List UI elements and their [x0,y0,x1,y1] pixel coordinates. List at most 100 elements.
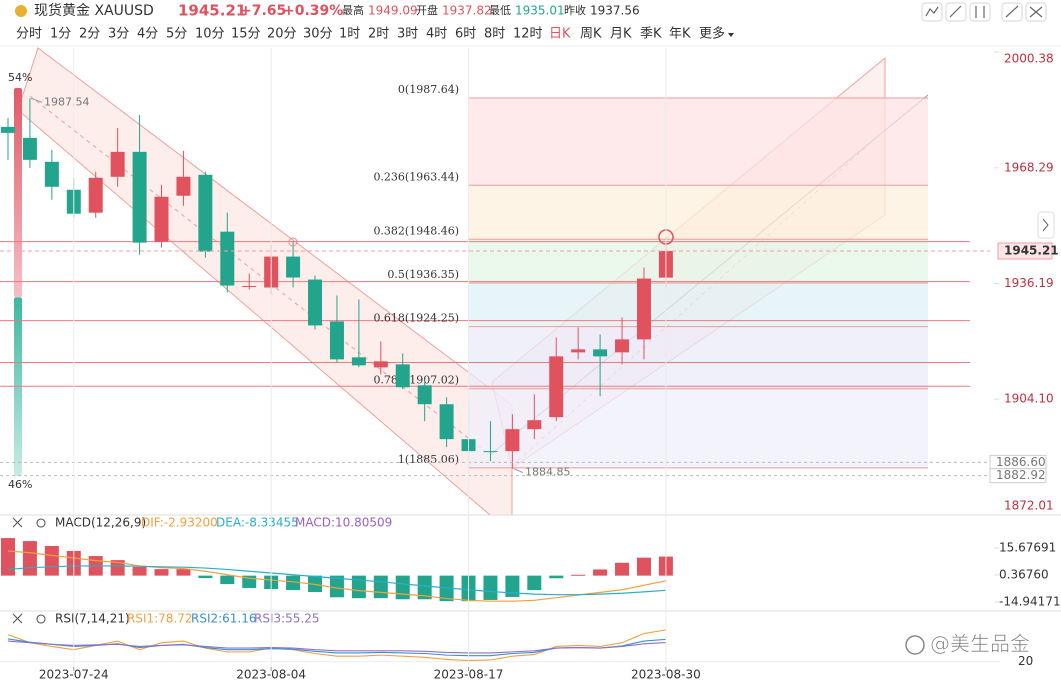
settings-icon[interactable] [36,518,46,528]
candle-body [483,451,498,453]
tool-button[interactable] [1001,2,1023,22]
timeframe-bar: 分时 1分 2分 3分 4分 5分 10分 15分 20分 30分 1时 2时 3时 4时 6时 8时 12时日… [16,26,734,42]
tool-button[interactable] [921,2,943,22]
macd-bar [593,569,608,576]
low-annotation: 1884.85 [525,466,571,479]
settings-icon[interactable] [36,614,46,624]
timeframe[interactable]: 日K [549,27,571,42]
x-tick-label: 2023-07-24 [39,668,109,682]
sentiment-long [14,88,22,298]
macd-bar [22,541,37,576]
timeframe[interactable]: 周K [580,27,602,42]
timeframe[interactable]: 4时 [426,27,447,42]
candle-body [395,364,410,388]
macd-bar [505,575,520,597]
timeframe[interactable]: 3分 [108,27,129,42]
y-tick-label: 1936.19 [1004,276,1054,290]
high-annotation: 1987.54 [44,95,90,108]
fib-zone [469,388,928,468]
tool-icon [1029,6,1043,18]
close-icon[interactable] [12,613,23,624]
annotation-leader [513,468,524,474]
timeframe[interactable]: 1时 [339,27,360,42]
tool-button[interactable] [969,2,991,22]
rsi-panel: RSI(7,14,21)RSI1:78.72RSI2:61.16RSI3:55.… [0,612,1033,668]
candle-body [308,279,323,326]
fib-zone [469,282,928,327]
change: +7.65 [240,3,286,19]
symbol: 现货黄金 XAUUSD [34,2,154,19]
macd-bar [176,569,191,576]
panel-title: RSI(7,14,21) [55,612,130,626]
timeframe[interactable]: 10分 [195,27,225,42]
timeframe[interactable]: 分时 [16,27,42,42]
fib-label: 0.236(1963.44) [373,170,459,183]
candle-body [439,404,454,440]
macd-bar [417,575,432,600]
timeframe[interactable]: 季K [640,27,662,42]
rsi-line [7,640,666,654]
expand-button[interactable] [1037,211,1055,239]
candle-body [154,196,169,242]
fib-label: 0.5(1936.35) [387,268,459,281]
prev-label: 昨收 [564,3,586,17]
indicator-label: DIF:-2.93200 [141,516,218,530]
y-tick-label: 0.36760 [999,567,1049,581]
candle-body [198,174,213,252]
timeframe[interactable]: 5分 [166,27,187,42]
tool-icon [949,5,962,18]
fib-label: 1(1885.06) [398,453,459,466]
timeframe[interactable]: 更多 [699,26,725,42]
price: 1945.21 [178,2,246,20]
macd-bar [549,575,564,579]
macd-bar [527,575,542,591]
price-marker-box [989,468,1047,484]
x-tick-label: 2023-08-04 [236,668,306,682]
tool-button[interactable] [1025,2,1047,22]
candle-body [351,357,366,366]
x-tick-label: 2023-08-30 [631,668,701,682]
timeframe[interactable]: 12时 [513,27,543,42]
macd-bar [110,560,125,576]
candle-body [44,161,59,187]
timeframe[interactable]: 年K [669,27,691,42]
fib-zone [469,97,928,186]
timeframe[interactable]: 1分 [50,27,71,42]
x-tick-label: 2023-08-17 [434,668,504,682]
timeframe[interactable]: 3时 [397,27,418,42]
sentiment-short [14,297,22,476]
candle-body [88,177,103,213]
timeframe[interactable]: 8时 [484,27,505,42]
candle-body [615,339,630,353]
candle-body [527,420,542,430]
macd-bar [636,557,651,576]
tool-button[interactable] [945,2,967,22]
timeframe[interactable]: 2时 [368,27,389,42]
current-price-box [997,242,1053,260]
timeframe[interactable]: 4分 [137,27,158,42]
candle-body [571,349,586,353]
timeframe[interactable]: 15分 [231,27,261,42]
candle-body [220,231,235,286]
y-tick-label: 20 [1018,654,1033,668]
dropdown-arrow [728,33,734,37]
sentiment-label: 54% [8,71,32,84]
close-icon[interactable] [12,517,23,528]
fib-label: 0.382(1948.46) [373,224,459,237]
price-chart: 54% 46% 0(1987.64) 0.236(1963.44) 0.382(1948… [0,52,1059,516]
tool-icon [925,6,939,17]
timeframe[interactable]: 2分 [79,27,100,42]
timeframe[interactable]: 30分 [303,27,333,42]
macd-bar [571,574,586,576]
timeframe[interactable]: 20分 [267,27,297,42]
macd-panel: MACD(12,26,9)DIF:-2.93200DEA:-8.33455MAC… [1,516,1061,608]
timeframe[interactable]: 6时 [455,27,476,42]
current-price-label: 1945.21 [1004,243,1059,257]
tool-icon [975,6,985,18]
toolbar[interactable] [921,2,1047,22]
fib-zone [469,239,928,283]
timeframe[interactable]: 月K [610,27,632,42]
candle-body [176,176,191,196]
y-tick-label: 15.67691 [999,540,1056,554]
